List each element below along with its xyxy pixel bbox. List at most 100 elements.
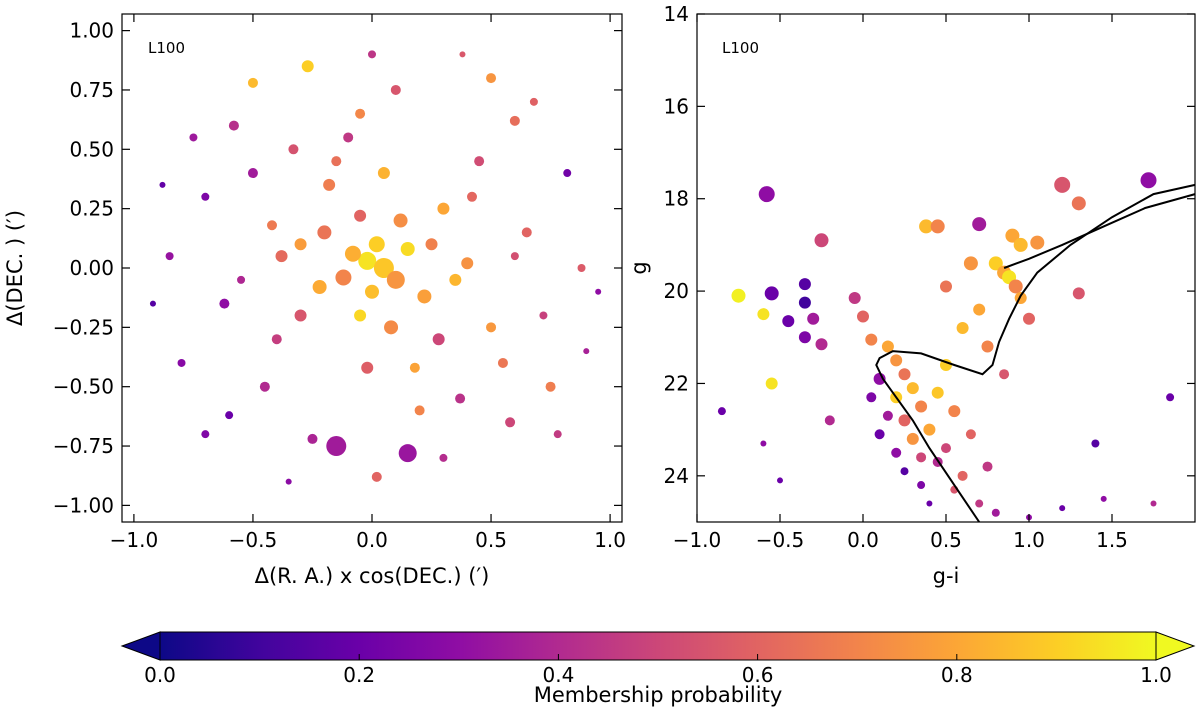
spatial-data-point <box>267 220 277 231</box>
spatial-data-point <box>275 250 288 263</box>
spatial-data-point <box>365 284 379 299</box>
spatial-data-point <box>317 225 332 240</box>
cmd-data-point <box>900 467 909 476</box>
cmd-data-point <box>1005 228 1020 243</box>
spatial-x-tick-label: 0.0 <box>356 528 388 552</box>
spatial-data-point <box>219 298 230 309</box>
cmd-data-point <box>1091 439 1100 448</box>
isochrone-branch-line <box>1003 193 1196 269</box>
cmd-plot-background <box>697 14 1195 522</box>
cmd-y-tick-label: 22 <box>664 371 689 395</box>
colorbar-tick-label: 0.4 <box>542 663 574 687</box>
spatial-data-point <box>371 471 382 482</box>
spatial-data-point <box>149 300 156 307</box>
spatial-data-point <box>505 417 516 428</box>
spatial-x-tick-label: 0.5 <box>475 528 507 552</box>
cmd-data-point <box>973 303 986 316</box>
colorbar-frame <box>159 631 1157 661</box>
spatial-data-point <box>368 236 385 253</box>
cmd-data-point <box>777 477 783 484</box>
cmd-data-point <box>798 296 811 309</box>
cmd-data-point <box>1072 287 1085 300</box>
spatial-data-point <box>474 156 485 167</box>
cmd-points-layer <box>717 172 1175 521</box>
spatial-data-point <box>390 84 401 95</box>
spatial-data-point <box>449 273 462 286</box>
cmd-data-point <box>857 310 869 323</box>
spatial-data-point <box>312 279 327 294</box>
spatial-data-point <box>247 77 258 88</box>
colorbar-gradient <box>160 632 1156 660</box>
cmd-data-point <box>731 288 746 303</box>
spatial-data-point <box>595 288 602 295</box>
cmd-data-point <box>882 410 893 421</box>
spatial-data-point <box>486 322 497 333</box>
spatial-y-tick-label: 0.75 <box>69 78 114 102</box>
cmd-y-tick-label: 20 <box>664 279 689 303</box>
spatial-data-point <box>259 381 270 392</box>
cmd-data-point <box>1008 279 1023 294</box>
spatial-data-point <box>335 269 352 286</box>
cmd-x-axis-label: g-i <box>933 564 960 588</box>
spatial-data-point <box>368 50 376 59</box>
spatial-data-point <box>509 115 520 126</box>
cmd-data-point <box>940 280 952 293</box>
cmd-data-point <box>782 315 795 328</box>
cmd-data-point <box>1140 172 1157 189</box>
spatial-y-tick-label: −0.50 <box>53 375 114 399</box>
spatial-data-point <box>398 444 417 463</box>
spatial-data-point <box>384 320 399 335</box>
spatial-data-point <box>331 156 342 167</box>
spatial-data-point <box>439 453 448 462</box>
cmd-data-point <box>999 369 1010 380</box>
cmd-x-tick-label: −1.0 <box>673 528 722 552</box>
cmd-x-tick-label: −0.5 <box>756 528 805 552</box>
cmd-data-point <box>957 470 968 481</box>
colorbar-ticks-layer: 0.0 0.2 0.4 0.6 0.8 1.0 <box>144 654 1172 687</box>
colorbar-tick-label: 1.0 <box>1140 663 1172 687</box>
spatial-data-point <box>437 202 450 215</box>
cmd-y-tick-label: 18 <box>664 187 689 211</box>
spatial-x-axis-label: Δ(R. A.) x cos(DEC.) (′) <box>255 564 490 588</box>
spatial-y-tick-label: 0.25 <box>69 197 114 221</box>
colorbar-tick-label: 0.8 <box>941 663 973 687</box>
colorbar-tick-label: 0.0 <box>144 663 176 687</box>
cmd-data-point <box>981 340 994 353</box>
colorbar-extend-low <box>120 631 161 661</box>
spatial-data-point <box>343 132 354 143</box>
cmd-data-point <box>764 286 779 301</box>
cmd-data-point <box>1166 393 1175 402</box>
cmd-data-point <box>931 386 944 399</box>
cmd-data-point <box>898 368 911 381</box>
cmd-data-point <box>923 423 936 436</box>
cmd-data-point <box>1100 495 1107 502</box>
spatial-data-point <box>377 167 390 180</box>
cmd-data-point <box>874 429 885 440</box>
colorbar-tick-label: 0.6 <box>742 663 774 687</box>
spatial-data-point <box>247 168 258 179</box>
spatial-y-tick-label: −0.75 <box>53 434 114 458</box>
cmd-data-point <box>807 312 820 325</box>
cmd-data-point <box>915 400 928 413</box>
cmd-x-tick-label: 0.5 <box>930 528 962 552</box>
cmd-data-point <box>758 186 775 203</box>
spatial-data-point <box>355 108 366 119</box>
colorbar-label: Membership probability <box>534 683 783 707</box>
cmd-x-tick-label: 1.5 <box>1096 528 1128 552</box>
cmd-data-point <box>891 447 902 458</box>
cmd-data-point <box>906 382 919 395</box>
spatial-data-point <box>545 381 556 392</box>
spatial-data-point <box>432 333 445 346</box>
spatial-panel: −1.0 −0.5 0.0 0.5 1.0 1.00 0.75 0.50 0.25 0.00 −0.… <box>3 13 626 588</box>
cmd-data-point <box>798 331 811 344</box>
cmd-data-point <box>991 508 1000 517</box>
cmd-data-point <box>865 333 878 346</box>
cmd-data-point <box>866 392 877 403</box>
cmd-data-point <box>982 461 993 472</box>
spatial-data-point <box>510 252 519 261</box>
spatial-data-point <box>459 51 466 58</box>
cmd-data-point <box>917 481 926 490</box>
cmd-data-point <box>988 256 1003 271</box>
spatial-data-point <box>425 238 438 251</box>
cmd-data-point <box>975 499 984 508</box>
